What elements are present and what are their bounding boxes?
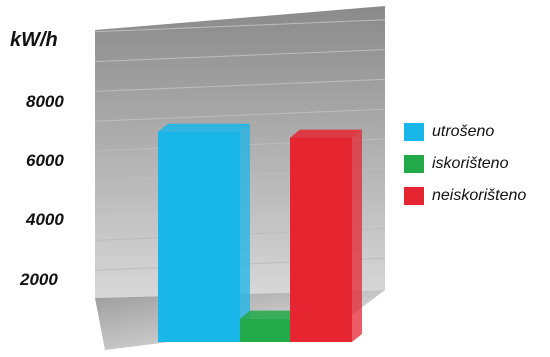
legend-label: utrošeno — [432, 123, 495, 140]
legend-swatch — [404, 155, 424, 173]
y-tick-label: 2000 — [19, 270, 58, 289]
legend: utrošeno iskorišteno neiskorišteno — [404, 118, 526, 214]
bar-front — [240, 318, 290, 342]
gridline — [94, 78, 386, 92]
legend-label: iskorišteno — [432, 155, 509, 172]
y-tick-label: 4000 — [25, 210, 64, 229]
bar-side — [240, 123, 250, 342]
legend-label: neiskorišteno — [432, 187, 527, 204]
bar-2 — [290, 129, 362, 342]
y-tick-label: 6000 — [26, 151, 64, 170]
y-tick-label: 8000 — [26, 92, 64, 111]
legend-item-iskoristeno: iskorišteno — [404, 150, 526, 178]
bar-0 — [158, 123, 250, 342]
bars — [158, 123, 362, 342]
gridline — [94, 108, 386, 122]
bar-top — [290, 129, 362, 138]
legend-item-neiskoristeno: neiskorišteno — [404, 182, 526, 210]
legend-swatch — [404, 123, 424, 141]
gridline — [94, 49, 386, 63]
gridline — [94, 19, 386, 33]
legend-item-utroseno: utrošeno — [404, 118, 526, 146]
legend-swatch — [404, 187, 424, 205]
bar-front — [158, 131, 240, 342]
bar-top — [158, 123, 250, 132]
bar-top — [240, 310, 300, 319]
bar-side — [352, 129, 362, 342]
y-axis-label: kW/h — [10, 29, 58, 51]
bar-front — [290, 137, 352, 342]
